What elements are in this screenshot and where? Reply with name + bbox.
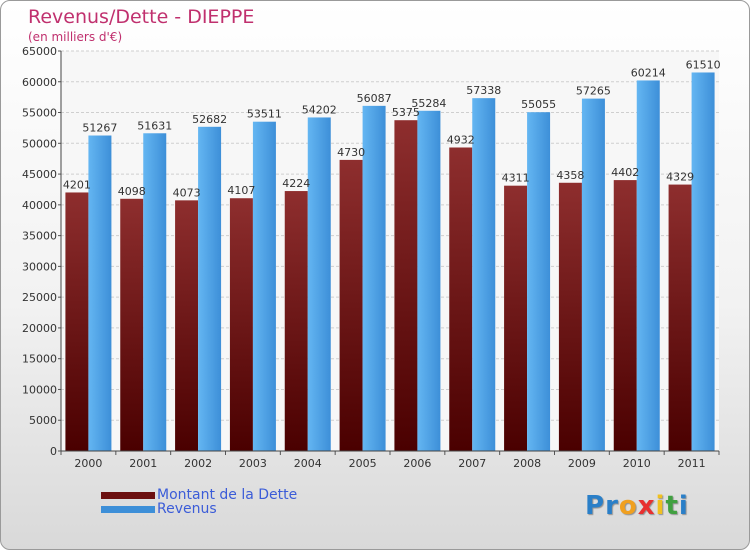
data-label-revenus: 60214 — [631, 66, 666, 79]
data-label-dette: 4224 — [282, 177, 310, 190]
axes: 0 5000 10000 15000 20000 25000 30000 35000 40000… — [22, 45, 720, 470]
data-label-dette: 4358 — [556, 169, 584, 182]
bar-revenus-2009 — [581, 98, 605, 451]
bar-revenus-2001 — [143, 133, 167, 452]
bar-dette-2008 — [504, 185, 528, 451]
x-tick-label: 2011 — [678, 457, 706, 470]
logo-letter: o — [618, 491, 638, 521]
y-tick-label: 55000 — [22, 107, 57, 120]
chart-subtitle: (en milliers d'€) — [28, 30, 123, 44]
y-tick-label: 0 — [50, 445, 57, 458]
data-label-dette: 4932 — [447, 133, 475, 146]
logo-letter: i — [678, 491, 689, 521]
x-tick-label: 2000 — [74, 457, 102, 470]
chart-title: Revenus/Dette - DIEPPE — [28, 6, 255, 28]
bar-revenus-2006 — [417, 110, 441, 451]
bar-dette-2003 — [229, 198, 253, 451]
bar-dette-2007 — [449, 147, 473, 451]
x-tick-label: 2002 — [184, 457, 212, 470]
data-label-revenus: 53511 — [247, 108, 282, 121]
y-tick-label: 5000 — [29, 414, 57, 427]
y-tick-label: 30000 — [22, 260, 57, 273]
logo-letter: P — [585, 491, 606, 521]
y-tick-label: 25000 — [22, 291, 57, 304]
bar-revenus-2011 — [691, 72, 715, 451]
plot-area — [61, 51, 719, 451]
x-tick-label: 2001 — [129, 457, 157, 470]
x-tick-label: 2006 — [403, 457, 431, 470]
legend-label-dette: Montant de la Dette — [157, 487, 298, 503]
data-label-revenus: 54202 — [302, 103, 337, 116]
bar-dette-2005 — [339, 159, 363, 451]
legend-label-revenus: Revenus — [157, 501, 217, 517]
y-tick-label: 20000 — [22, 322, 57, 335]
bar-revenus-2007 — [472, 98, 496, 452]
legend-swatch-revenus — [101, 505, 155, 513]
data-label-dette: 5375 — [392, 106, 420, 119]
data-label-revenus: 51631 — [137, 119, 172, 132]
data-labels: 4201 51267 4098 51631 4073 52682 4107 53511 4224… — [63, 58, 721, 199]
data-label-revenus: 56087 — [357, 92, 392, 105]
bar-dette-2000 — [65, 192, 89, 451]
data-label-dette: 4098 — [118, 185, 146, 198]
data-label-dette: 4329 — [666, 171, 694, 184]
data-label-dette: 4730 — [337, 146, 365, 159]
data-label-dette: 4073 — [173, 186, 201, 199]
x-tick-label: 2005 — [349, 457, 377, 470]
bar-dette-2009 — [558, 182, 582, 451]
y-tick-label: 50000 — [22, 137, 57, 150]
data-label-dette: 4201 — [63, 178, 91, 191]
bar-dette-2004 — [284, 191, 308, 451]
bar-dette-2010 — [613, 180, 637, 451]
x-tick-label: 2007 — [458, 457, 486, 470]
logo-letter: t — [665, 491, 679, 521]
x-tick-label: 2003 — [239, 457, 267, 470]
logo-letter: r — [605, 491, 619, 521]
bar-revenus-2008 — [527, 112, 551, 451]
bar-dette-2002 — [175, 200, 199, 451]
data-label-dette: 4107 — [227, 184, 255, 197]
data-label-revenus: 51267 — [82, 122, 117, 135]
bar-chart: 4201 51267 4098 51631 4073 52682 4107 53511 4224… — [22, 45, 721, 470]
x-tick-label: 2008 — [513, 457, 541, 470]
proxiti-logo: Proxiti — [585, 491, 689, 521]
bar-revenus-2003 — [252, 121, 276, 451]
bar-dette-2006 — [394, 120, 418, 452]
bar-dette-2001 — [120, 198, 144, 451]
y-tick-label: 35000 — [22, 230, 57, 243]
bar-revenus-2004 — [307, 117, 331, 452]
legend-swatch-dette — [101, 491, 155, 499]
bars — [65, 72, 715, 452]
x-tick-label: 2010 — [623, 457, 651, 470]
logo-letter: i — [655, 491, 666, 521]
data-label-dette: 4311 — [502, 172, 530, 185]
data-label-revenus: 57338 — [466, 84, 501, 97]
grid-lines — [61, 50, 719, 452]
legend-item-dette: Montant de la Dette — [101, 487, 297, 503]
y-tick-label: 15000 — [22, 353, 57, 366]
y-tick-label: 60000 — [22, 76, 57, 89]
bar-revenus-2000 — [88, 135, 112, 451]
legend-item-revenus: Revenus — [101, 501, 217, 517]
bar-dette-2011 — [668, 184, 692, 452]
logo-letter: x — [637, 491, 656, 521]
data-label-revenus: 55055 — [521, 98, 556, 111]
data-label-revenus: 57265 — [576, 85, 611, 98]
bar-revenus-2002 — [198, 126, 222, 452]
x-tick-label: 2009 — [568, 457, 596, 470]
x-tick-label: 2004 — [294, 457, 322, 470]
bar-revenus-2005 — [362, 105, 386, 451]
data-label-dette: 4402 — [611, 166, 639, 179]
bar-revenus-2010 — [636, 80, 660, 452]
data-label-revenus: 61510 — [686, 58, 721, 71]
y-tick-label: 65000 — [22, 45, 57, 58]
y-tick-label: 40000 — [22, 199, 57, 212]
y-tick-label: 45000 — [22, 168, 57, 181]
data-label-revenus: 55284 — [411, 97, 446, 110]
y-tick-label: 10000 — [22, 383, 57, 396]
data-label-revenus: 52682 — [192, 113, 227, 126]
